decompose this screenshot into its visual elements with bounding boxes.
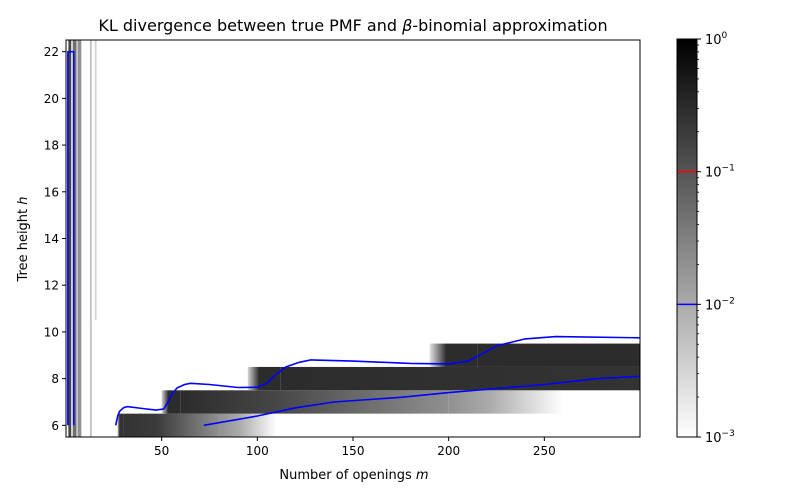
- y-tick-label: 12: [44, 279, 59, 293]
- x-axis: 50 100 150 200 250: [154, 437, 556, 458]
- y-axis: 6 8 10 12 14 16 18 20 22: [44, 45, 66, 433]
- contour-line-2: [203, 375, 640, 427]
- y-tick-label: 20: [44, 92, 59, 106]
- y-tick-label: 6: [51, 419, 59, 433]
- y-tick-label: 22: [44, 45, 59, 59]
- colorbar-ticks: 10−3 10−2 10−1 100: [697, 31, 735, 446]
- x-tick-label: 200: [437, 444, 460, 458]
- colorbar-tick-label: 10−2: [705, 296, 735, 313]
- heatmap-band-h7-4: [180, 390, 449, 414]
- contour-line-1: [114, 335, 640, 426]
- contour-line-0: [67, 50, 75, 426]
- heatmap-strip-3: [89, 40, 92, 437]
- x-tick-label: 100: [246, 444, 269, 458]
- heatmap-strip-0: [68, 40, 72, 437]
- y-axis-label: Tree height h: [16, 196, 31, 282]
- colorbar-frame: [676, 38, 698, 438]
- colorbar-tick-label: 10−3: [705, 429, 735, 446]
- y-tick-label: 16: [44, 185, 59, 199]
- colorbar-threshold-lines: [677, 170, 697, 306]
- colorbar-tick-label: 100: [705, 31, 728, 48]
- y-tick-label: 14: [44, 232, 59, 246]
- chart-title: KL divergence between true PMF and β-bin…: [98, 16, 607, 35]
- heatmap-band-h8-7: [280, 366, 640, 391]
- heatmap-strip-2: [77, 40, 82, 437]
- colorbar-gradient: [677, 39, 697, 437]
- threshold-contour-lines: [67, 50, 640, 427]
- heatmap-band-h6-1: [123, 413, 220, 437]
- heatmap-band-h6-0: [117, 413, 124, 437]
- y-tick-label: 10: [44, 325, 59, 339]
- heatmap-strip-4: [94, 40, 97, 321]
- heatmap-plot-area: [65, 39, 641, 438]
- heatmap-strip-1: [72, 40, 77, 437]
- heatmap-band-h7-5: [448, 390, 564, 414]
- x-axis-label: Number of openings m: [279, 468, 428, 483]
- y-tick-label: 18: [44, 139, 59, 153]
- x-tick-label: 150: [342, 444, 365, 458]
- heatmap-band-h9-9: [477, 343, 640, 367]
- x-tick-label: 50: [154, 444, 169, 458]
- heatmap-band-h7-3: [161, 390, 181, 414]
- colorbar-tick-label: 10−1: [705, 164, 735, 181]
- heatmap-cells: [68, 40, 640, 437]
- colorbar: 10−3 10−2 10−1 100: [676, 31, 735, 446]
- heatmap-band-h8-6: [247, 366, 281, 391]
- x-tick-label: 250: [533, 444, 556, 458]
- y-tick-label: 8: [51, 372, 59, 386]
